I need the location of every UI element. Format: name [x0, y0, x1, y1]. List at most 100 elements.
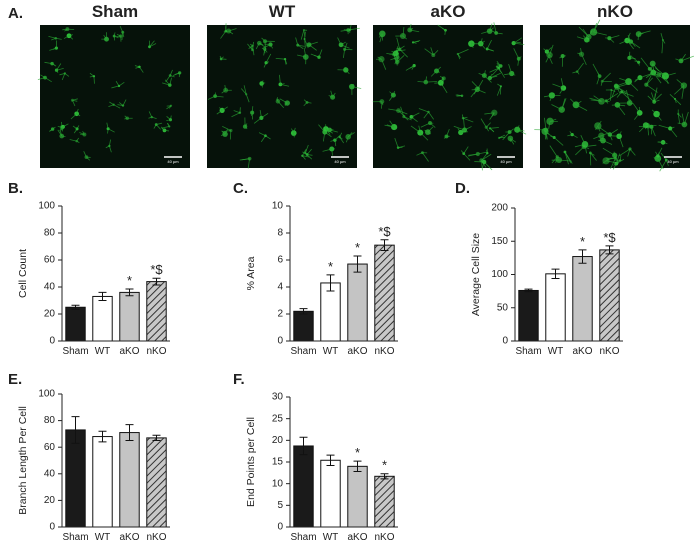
process — [409, 65, 415, 69]
process — [676, 79, 685, 86]
process — [424, 129, 429, 133]
process — [639, 124, 647, 133]
process — [291, 128, 295, 134]
process — [344, 42, 348, 50]
process — [618, 131, 622, 137]
process — [255, 42, 260, 50]
process — [167, 122, 170, 127]
process — [329, 129, 338, 133]
process — [418, 125, 421, 133]
process — [619, 155, 622, 161]
process — [543, 94, 552, 98]
process — [166, 105, 172, 110]
y-tick-label: 100 — [38, 201, 55, 212]
process — [652, 63, 655, 74]
process — [468, 153, 478, 156]
process — [402, 27, 405, 37]
y-tick-label: 20 — [272, 435, 284, 446]
process — [496, 60, 501, 67]
bar — [65, 429, 86, 528]
process — [621, 91, 632, 102]
process — [245, 94, 250, 103]
micrograph — [40, 25, 190, 168]
process — [429, 122, 436, 128]
process — [517, 58, 520, 66]
process — [439, 78, 445, 83]
process — [86, 156, 91, 161]
y-tick-label: 100 — [491, 269, 508, 280]
process — [628, 81, 639, 91]
process — [107, 128, 109, 134]
process — [576, 62, 584, 72]
process — [398, 110, 408, 115]
process — [303, 47, 307, 58]
process — [511, 73, 516, 76]
process — [576, 71, 580, 75]
process — [428, 111, 435, 120]
process — [549, 145, 558, 158]
process — [470, 87, 479, 98]
process — [304, 144, 309, 154]
process — [544, 117, 547, 130]
bar — [599, 249, 620, 342]
process — [161, 126, 170, 129]
process — [264, 48, 268, 53]
process — [612, 163, 617, 170]
process — [510, 138, 515, 145]
process — [164, 129, 170, 132]
error-bar — [152, 434, 161, 442]
process — [304, 38, 309, 49]
error-bar — [125, 424, 134, 442]
process — [483, 70, 486, 76]
process — [304, 39, 306, 49]
process — [219, 55, 222, 60]
y-tick-label: 40 — [44, 282, 56, 293]
process — [489, 128, 495, 133]
process — [662, 141, 668, 145]
process — [610, 89, 612, 101]
process — [79, 132, 85, 135]
process — [489, 27, 494, 32]
process — [148, 111, 153, 118]
process — [677, 113, 681, 124]
process — [600, 81, 603, 86]
process — [105, 145, 110, 149]
process — [483, 161, 493, 171]
process — [61, 73, 66, 81]
process — [548, 121, 551, 129]
process — [613, 151, 616, 156]
process — [551, 104, 562, 110]
process — [109, 101, 114, 106]
process — [645, 75, 652, 85]
process — [627, 34, 632, 42]
process — [489, 127, 499, 129]
process — [284, 59, 288, 65]
process — [486, 39, 492, 50]
process — [592, 63, 600, 77]
process — [649, 68, 656, 77]
image-title: nKO — [597, 2, 633, 21]
y-tick-label: 10 — [272, 201, 284, 212]
process — [398, 110, 406, 117]
bar — [320, 282, 341, 342]
process — [677, 122, 685, 125]
process — [153, 124, 157, 129]
process — [596, 75, 600, 85]
process — [76, 137, 80, 142]
process — [151, 116, 157, 120]
process — [575, 104, 588, 112]
process — [657, 147, 663, 157]
process — [300, 29, 305, 40]
process — [295, 37, 299, 46]
process — [602, 147, 615, 156]
process — [543, 48, 548, 52]
process — [614, 155, 619, 163]
process — [552, 83, 564, 89]
process — [261, 80, 264, 84]
process — [546, 47, 552, 52]
process — [53, 47, 57, 50]
process — [546, 132, 555, 138]
process — [489, 67, 499, 73]
process — [351, 83, 355, 87]
process — [488, 29, 497, 34]
